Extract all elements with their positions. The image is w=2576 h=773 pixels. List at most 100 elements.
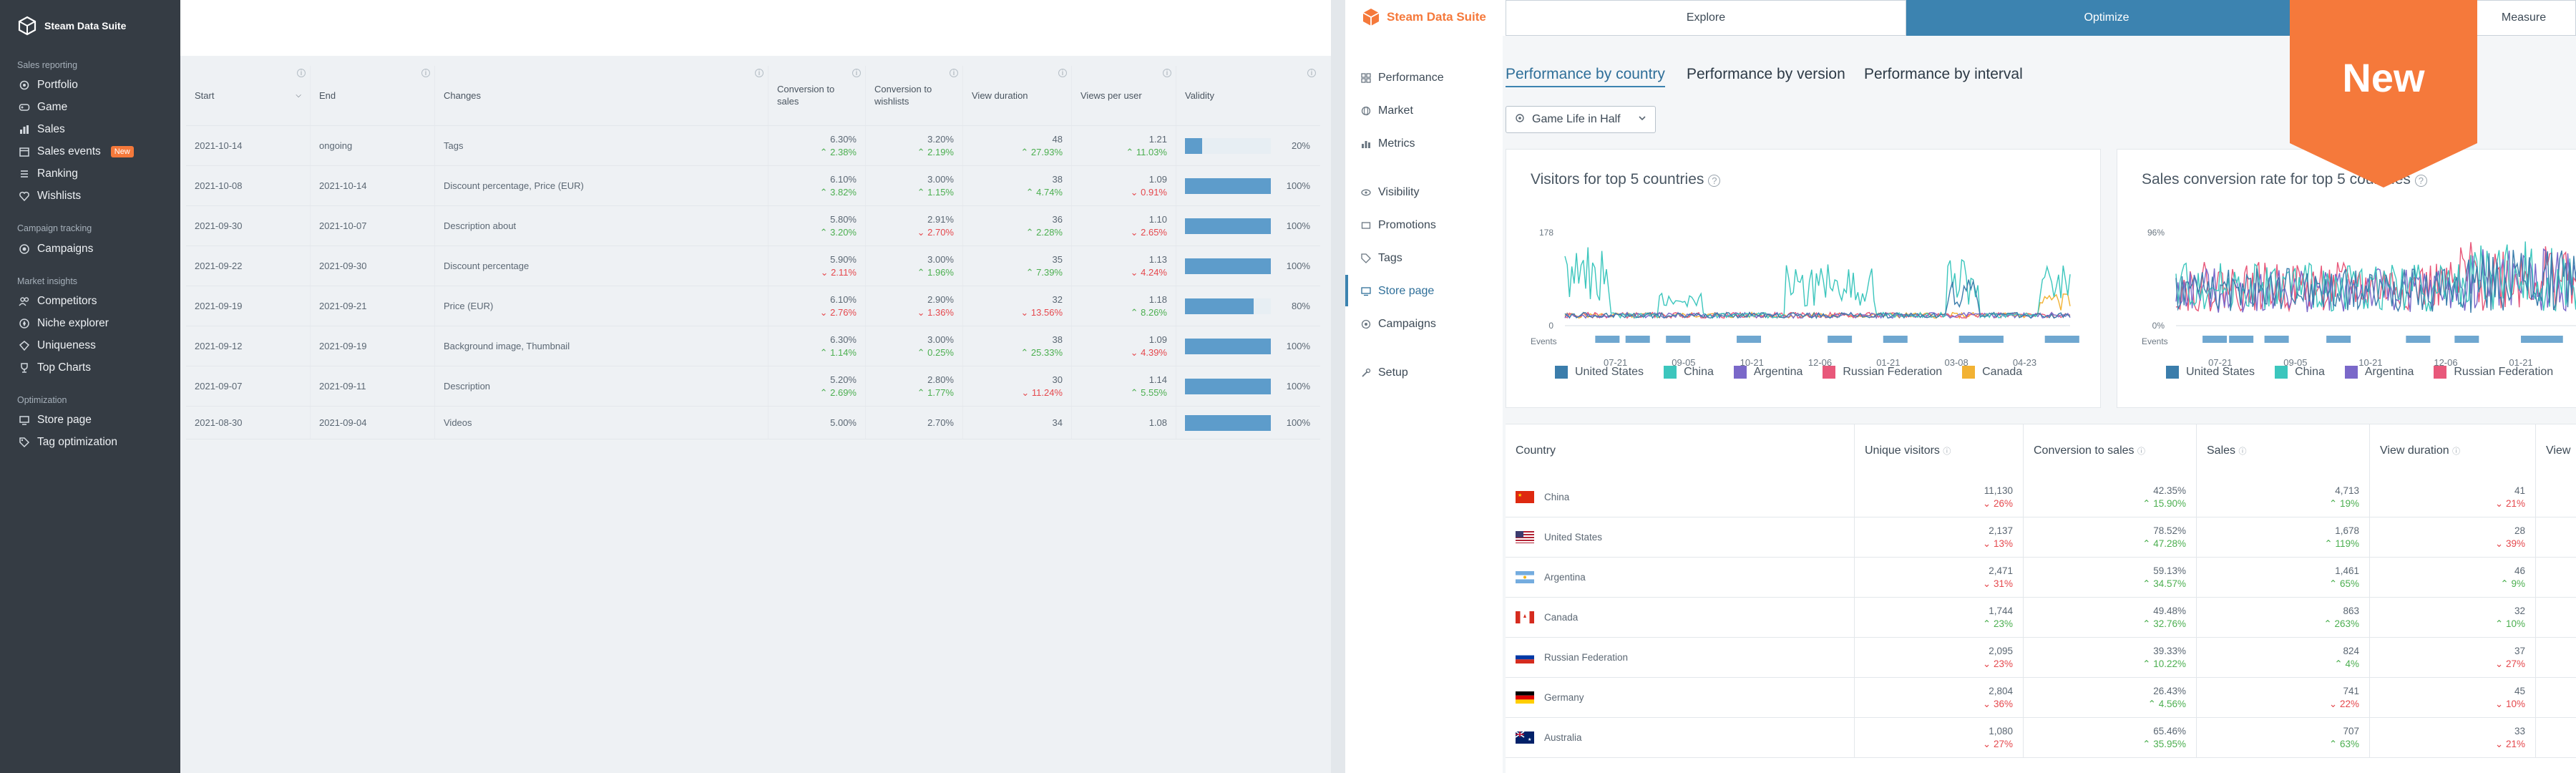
game-select[interactable]: Game Life in Half [1506,106,1656,133]
col-conv-sales[interactable]: Conversion to sales ⓘ [2024,424,2197,477]
nav-store-page[interactable]: Store page [1361,285,1434,298]
cell-delta: ⌃ 1.96% [917,267,954,278]
cell-value: 3.00% [927,173,954,185]
nav-market[interactable]: Market [1361,104,1413,117]
cell-value: 1,678 [2335,525,2359,536]
sidebar-item-ranking[interactable]: Ranking [19,166,78,182]
col-conv-sales-label: Conversion to sales [777,83,835,107]
table-row[interactable]: United States 2,137 ⌄ 13% 78.52% ⌃ 47.28% 1,6… [1506,517,2576,558]
cell-value: 6.30% [830,334,857,345]
validity-fill [1185,178,1271,194]
new-badge: New [110,146,134,157]
col-changes[interactable]: Changes i [435,66,769,125]
table-row[interactable]: Canada 1,744 ⌃ 23% 49.48% ⌃ 32.76% 863 ⌃ 263% 3… [1506,598,2576,638]
arrow-up-icon: ⌃ [2500,578,2509,589]
table-row[interactable]: ★ Australia 1,080 ⌄ 27% 65.46% ⌃ 35.95% 707 ⌃ 6… [1506,718,2576,758]
table-row[interactable]: 2021-09-19 2021-09-21 Price (EUR) 6.10% ⌄ 2.… [186,286,1320,326]
table-row[interactable]: Germany 2,804 ⌄ 36% 26.43% ⌃ 4.56% 741 ⌄ 22% 45… [1506,678,2576,718]
validity-pct: 80% [1291,301,1310,311]
sidebar-item-wishlists[interactable]: Wishlists [19,188,81,204]
sidebar-logo[interactable]: Steam Data Suite [17,16,126,36]
tab-explore[interactable]: Explore [1506,0,1906,36]
legend-item[interactable]: United States [1555,366,1644,379]
nav-metrics[interactable]: Metrics [1361,137,1415,150]
sidebar-item-game[interactable]: Game [19,99,67,115]
nav-tags[interactable]: Tags [1361,252,1402,265]
table-row[interactable]: 2021-09-07 2021-09-11 Description 5.20% ⌃ 2.… [186,366,1320,407]
table-row[interactable]: 2021-08-30 2021-09-04 Videos 5.00% 2.70% 34 1.… [186,407,1320,439]
col-conv-sales[interactable]: Conversion to sales i [769,66,866,125]
sidebar-item-niche-explorer[interactable]: Niche explorer [19,316,109,331]
sidebar-item-sales[interactable]: Sales [19,122,65,137]
sidebar-item-sales-events[interactable]: Sales events New [19,144,134,160]
tag-icon [1361,253,1371,263]
nav-campaigns[interactable]: Campaigns [1361,318,1436,331]
info-icon: i [1058,69,1067,77]
arrow-up-icon: ⌃ [2494,618,2504,629]
col-end[interactable]: End i [311,66,435,125]
cell-delta-value: 19% [2339,497,2359,509]
chart-card-visitors: Visitors for top 5 countries ? 178 0 Event… [1506,149,2101,408]
subtab-performance-by-version[interactable]: Performance by version [1687,66,1845,82]
cell-value: 34 [1052,417,1063,428]
subtab-performance-by-interval[interactable]: Performance by interval [1864,66,2023,82]
svg-text:★: ★ [1518,492,1522,498]
cell-value: 6.10% [830,293,857,305]
col-view-duration[interactable]: View duration i [963,66,1072,125]
table-row[interactable]: 2021-10-08 2021-10-14 Discount percentage,… [186,166,1320,206]
legend-item[interactable]: Canada [1962,366,2022,379]
x-tick-label: 12-06 [1808,357,1832,368]
cell-delta-value: 0.25% [927,346,954,358]
col-validity[interactable]: Validity i [1176,66,1320,125]
table-row[interactable]: ★ China 11,130 ⌄ 26% 42.35% ⌃ 15.90% 4,713 ⌃ 19… [1506,477,2576,517]
sidebar-item-campaigns[interactable]: Campaigns [19,241,93,257]
nav-visibility[interactable]: Visibility [1361,186,1420,199]
sidebar-item-portfolio[interactable]: Portfolio [19,77,78,93]
subtab-performance-by-country[interactable]: Performance by country [1506,66,1665,87]
col-view-duration[interactable]: View duration ⓘ [2370,424,2536,477]
sidebar-item-top-charts[interactable]: Top Charts [19,360,91,376]
col-unique-visitors[interactable]: Unique visitors ⓘ [1855,424,2024,477]
sidebar-item-uniqueness[interactable]: Uniqueness [19,338,96,354]
table-row[interactable]: 2021-09-12 2021-09-19 Background image, Th… [186,326,1320,366]
cell-delta-value: 22% [2339,698,2359,709]
col-views[interactable]: View [2536,424,2576,477]
calendar-icon [19,146,30,157]
diamond-icon [19,340,30,351]
col-start[interactable]: Start ⌵ i [186,66,311,125]
table-row[interactable]: 2021-09-30 2021-10-07 Description about 5.8… [186,206,1320,246]
validity-bar [1185,258,1271,274]
legend-item[interactable]: Russian Federation [1823,366,1942,379]
y-tick-label: 178 [1539,228,1553,238]
legend-item[interactable]: United States [2166,366,2255,379]
cell-delta-value: 3.20% [830,226,857,238]
sidebar-item-competitors[interactable]: Competitors [19,293,97,309]
arrow-up-icon: ⌃ [1025,266,1034,278]
legend-item[interactable]: Russian Federation [2434,366,2553,379]
section-sales-reporting: Sales reporting [17,60,78,70]
col-sales[interactable]: Sales ⓘ [2197,424,2370,477]
arrow-down-icon: ⌄ [1982,578,1991,589]
sidebar-item-store-page[interactable]: Store page [19,412,92,428]
table-row[interactable]: Argentina 2,471 ⌄ 31% 59.13% ⌃ 34.57% 1,461 ⌃ … [1506,558,2576,598]
nav-performance[interactable]: Performance [1361,72,1444,84]
legend-item[interactable]: Argentina [1733,366,1802,379]
nav-setup[interactable]: Setup [1361,366,1408,379]
cell-value: 2,804 [1989,685,2013,696]
right-logo[interactable]: Steam Data Suite [1361,7,1486,27]
col-country[interactable]: Country [1506,424,1855,477]
legend-label: Argentina [2364,366,2414,378]
info-icon: ? [2414,175,2427,187]
table-row[interactable]: Russian Federation 2,095 ⌄ 23% 39.33% ⌃ 10.2… [1506,638,2576,678]
nav-promotions[interactable]: Promotions [1361,219,1436,232]
legend-item[interactable]: China [1664,366,1714,379]
legend-item[interactable]: China [2275,366,2325,379]
table-row[interactable]: 2021-09-22 2021-09-30 Discount percentage 5… [186,246,1320,286]
sidebar-item-tag-optimization[interactable]: Tag optimization [19,434,117,450]
col-conv-wishlists[interactable]: Conversion to wishlists i [866,66,963,125]
arrow-up-icon: ⌃ [1020,346,1029,358]
col-views-per-user[interactable]: Views per user i [1072,66,1176,125]
legend-item[interactable]: Argentina [2344,366,2414,379]
table-row[interactable]: 2021-10-14 ongoing Tags 6.30% ⌃ 2.38% 3.20% ⌃ … [186,126,1320,166]
tab-optimize[interactable]: Optimize [1906,0,2307,36]
